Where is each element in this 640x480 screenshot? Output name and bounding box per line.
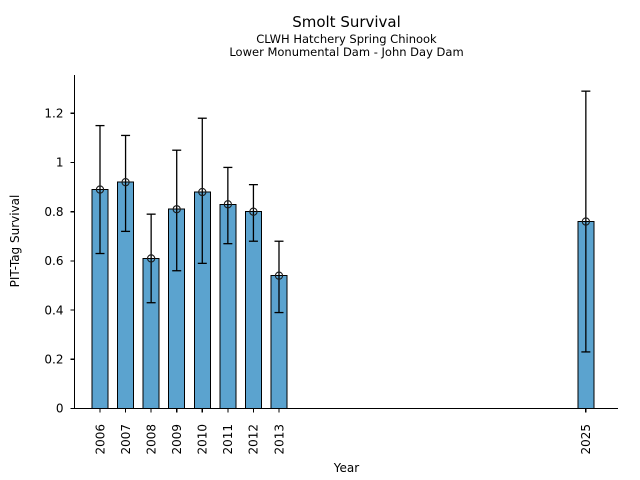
point-marker-2008 (146, 254, 156, 263)
y-tick-label-1.2: 1.2 (44, 107, 63, 121)
point-marker-2013 (274, 271, 284, 280)
point-marker-2009 (172, 205, 181, 214)
x-tick-label-2011: 2011 (221, 424, 235, 455)
y-tick-label-0.8: 0.8 (44, 205, 63, 219)
point-marker-2012 (249, 207, 258, 216)
y-tick-label-0.2: 0.2 (44, 353, 63, 367)
y-tick-label-0.4: 0.4 (44, 303, 63, 317)
chart-title: Smolt Survival (292, 13, 401, 31)
point-marker-2025 (581, 217, 590, 226)
point-marker-2007 (121, 178, 130, 187)
x-axis-label: Year (333, 461, 360, 475)
chart-subtitle-line2: Lower Monumental Dam - John Day Dam (229, 45, 464, 59)
point-marker-2011 (223, 200, 233, 209)
x-tick-label-2006: 2006 (93, 424, 107, 455)
chart-subtitle-line1: CLWH Hatchery Spring Chinook (256, 32, 437, 46)
y-tick-label-0.6: 0.6 (44, 254, 63, 268)
x-tick-label-2009: 2009 (170, 424, 184, 455)
x-tick-label-2010: 2010 (196, 424, 210, 455)
point-marker-2010 (198, 187, 207, 197)
x-tick-label-2008: 2008 (144, 424, 158, 455)
x-tick-label-2007: 2007 (119, 424, 133, 455)
y-tick-label-1: 1 (56, 156, 64, 170)
x-tick-label-2012: 2012 (247, 424, 261, 455)
x-tick-label-2025: 2025 (579, 424, 593, 455)
y-tick-label-0: 0 (56, 402, 64, 416)
x-tick-label-2013: 2013 (272, 424, 286, 455)
point-marker-2006 (95, 185, 105, 194)
